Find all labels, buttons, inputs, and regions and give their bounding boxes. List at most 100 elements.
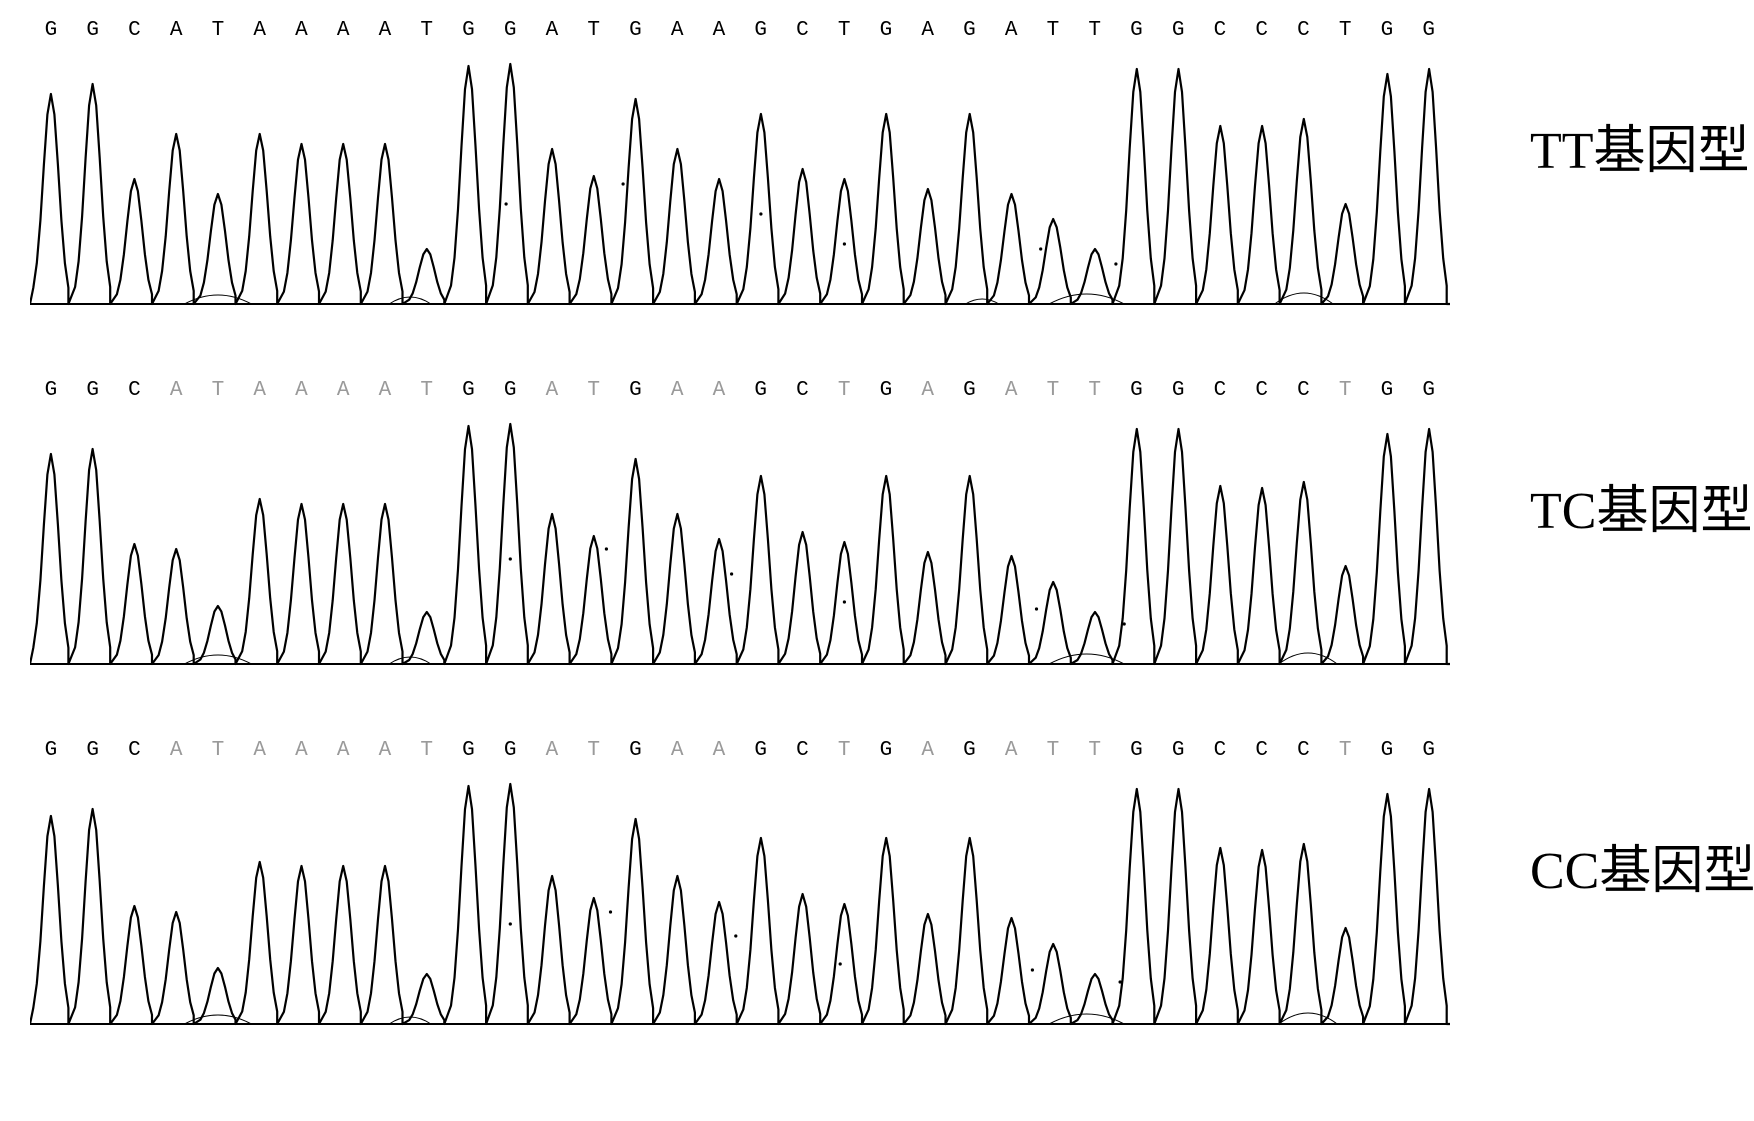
base-letter: G: [1157, 379, 1199, 402]
base-letter: A: [281, 19, 323, 42]
speckle: [1119, 980, 1122, 983]
base-letter: A: [531, 739, 573, 762]
base-letter: T: [197, 739, 239, 762]
base-letter: T: [1074, 19, 1116, 42]
base-letter: T: [573, 379, 615, 402]
base-letter: A: [155, 19, 197, 42]
base-letter: G: [489, 19, 531, 42]
base-letter: C: [782, 19, 824, 42]
chromatogram-plot-2: [30, 772, 1450, 1028]
base-letter: G: [1116, 379, 1158, 402]
trace-primary: [30, 64, 1450, 304]
base-letter: A: [239, 379, 281, 402]
base-letter: G: [72, 19, 114, 42]
row-2: GGCATAAAATGGATGAAGCTGAGATTGGCCCTGGCC基因型: [30, 738, 1724, 1028]
base-letter: T: [573, 19, 615, 42]
base-letter: A: [698, 19, 740, 42]
base-letter: A: [531, 19, 573, 42]
base-letter: T: [1032, 739, 1074, 762]
base-letter: C: [782, 379, 824, 402]
base-letter: G: [489, 379, 531, 402]
base-letter: T: [197, 19, 239, 42]
base-letter: G: [615, 19, 657, 42]
base-letter: G: [489, 739, 531, 762]
base-letter: A: [990, 379, 1032, 402]
base-letter: C: [782, 739, 824, 762]
base-letter: G: [72, 739, 114, 762]
base-letter: G: [615, 379, 657, 402]
base-letter: A: [364, 739, 406, 762]
speckle: [1035, 607, 1038, 610]
base-letter: T: [406, 379, 448, 402]
base-letter: C: [1241, 739, 1283, 762]
base-letter: T: [823, 19, 865, 42]
speckle: [759, 212, 762, 215]
speckle: [1114, 262, 1117, 265]
chromatogram-panel-1: GGCATAAAATGGATGAAGCTGAGATTGGCCCTGG: [30, 378, 1450, 668]
speckle: [839, 962, 842, 965]
speckle: [609, 910, 612, 913]
base-letter: A: [322, 19, 364, 42]
base-letter: A: [364, 19, 406, 42]
base-letter: A: [239, 739, 281, 762]
base-letter: A: [281, 739, 323, 762]
base-letter: C: [1283, 379, 1325, 402]
base-letter: G: [865, 19, 907, 42]
base-letter: G: [865, 739, 907, 762]
base-letter: T: [823, 739, 865, 762]
speckle: [509, 557, 512, 560]
speckle: [1031, 968, 1034, 971]
base-letter: G: [448, 739, 490, 762]
base-letter: T: [1324, 739, 1366, 762]
base-letter: A: [990, 19, 1032, 42]
base-letter: G: [1116, 739, 1158, 762]
base-letter: T: [1074, 379, 1116, 402]
base-letter: C: [1241, 19, 1283, 42]
base-letter: C: [1283, 739, 1325, 762]
base-letter: T: [406, 739, 448, 762]
chromatogram-panel-2: GGCATAAAATGGATGAAGCTGAGATTGGCCCTGG: [30, 738, 1450, 1028]
base-letter: G: [949, 19, 991, 42]
speckle: [605, 547, 608, 550]
base-letter: C: [1199, 19, 1241, 42]
base-letter: A: [656, 739, 698, 762]
page: GGCATAAAATGGATGAAGCTGAGATTGGCCCTGGTT基因型G…: [0, 0, 1754, 1121]
base-letter: C: [114, 19, 156, 42]
base-letter: C: [1199, 379, 1241, 402]
base-letter: G: [30, 379, 72, 402]
chromatogram-plot-1: [30, 412, 1450, 668]
base-letter: T: [1074, 739, 1116, 762]
speckle: [509, 922, 512, 925]
base-letter: A: [531, 379, 573, 402]
base-letter: G: [949, 379, 991, 402]
base-letter: G: [740, 379, 782, 402]
base-letter: A: [322, 379, 364, 402]
base-letter: G: [1157, 739, 1199, 762]
speckle: [843, 600, 846, 603]
base-letter: T: [1324, 379, 1366, 402]
speckle: [1039, 247, 1042, 250]
base-letter: G: [72, 379, 114, 402]
base-letter: T: [573, 739, 615, 762]
base-letter: G: [30, 739, 72, 762]
base-letter: A: [907, 739, 949, 762]
base-letter: A: [656, 379, 698, 402]
base-letter: G: [740, 739, 782, 762]
base-letter: G: [1408, 379, 1450, 402]
base-letter: A: [281, 379, 323, 402]
trace-primary: [30, 424, 1450, 664]
base-letter: G: [1366, 379, 1408, 402]
base-letter: G: [1408, 739, 1450, 762]
row-1: GGCATAAAATGGATGAAGCTGAGATTGGCCCTGGTC基因型: [30, 378, 1724, 668]
base-letter: T: [1324, 19, 1366, 42]
genotype-label-2: CC基因型: [1530, 828, 1754, 903]
base-letter: G: [1366, 739, 1408, 762]
base-letter: G: [448, 379, 490, 402]
base-letter: C: [1283, 19, 1325, 42]
speckle: [734, 934, 737, 937]
base-letter: T: [1032, 379, 1074, 402]
base-letter: G: [740, 19, 782, 42]
base-letter: T: [197, 379, 239, 402]
base-letter: A: [239, 19, 281, 42]
base-letter: G: [448, 19, 490, 42]
